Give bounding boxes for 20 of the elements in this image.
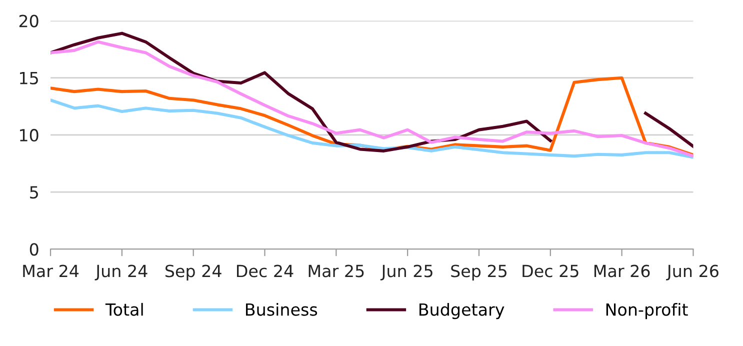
x-tick-label: Sep 24 xyxy=(165,264,222,281)
x-tick-label: Jun 26 xyxy=(666,264,718,280)
x-tick-label: Dec 25 xyxy=(522,264,578,278)
y-tick-label: 5 xyxy=(30,186,38,199)
legend-label: Business xyxy=(246,302,318,316)
legend-label: Budgetary xyxy=(420,302,504,320)
legend-label: Total xyxy=(105,302,143,316)
x-tick-label: Jun 25 xyxy=(380,264,432,280)
x-tick-label: Mar 24 xyxy=(23,264,79,278)
line-series xyxy=(50,98,694,159)
x-tick-label: Jun 24 xyxy=(94,264,148,280)
x-tick-label: Dec 24 xyxy=(237,264,294,278)
x-tick-label: Sep 25 xyxy=(451,264,506,281)
y-tick-label: 0 xyxy=(30,243,38,256)
y-tick-label: 15 xyxy=(20,72,38,84)
y-tick-label: 20 xyxy=(19,14,38,28)
legend-label: Non-profit xyxy=(606,302,688,320)
x-tick-label: Mar 26 xyxy=(594,264,650,278)
y-tick-label: 10 xyxy=(20,128,38,142)
x-tick-label: Mar 25 xyxy=(308,264,364,278)
